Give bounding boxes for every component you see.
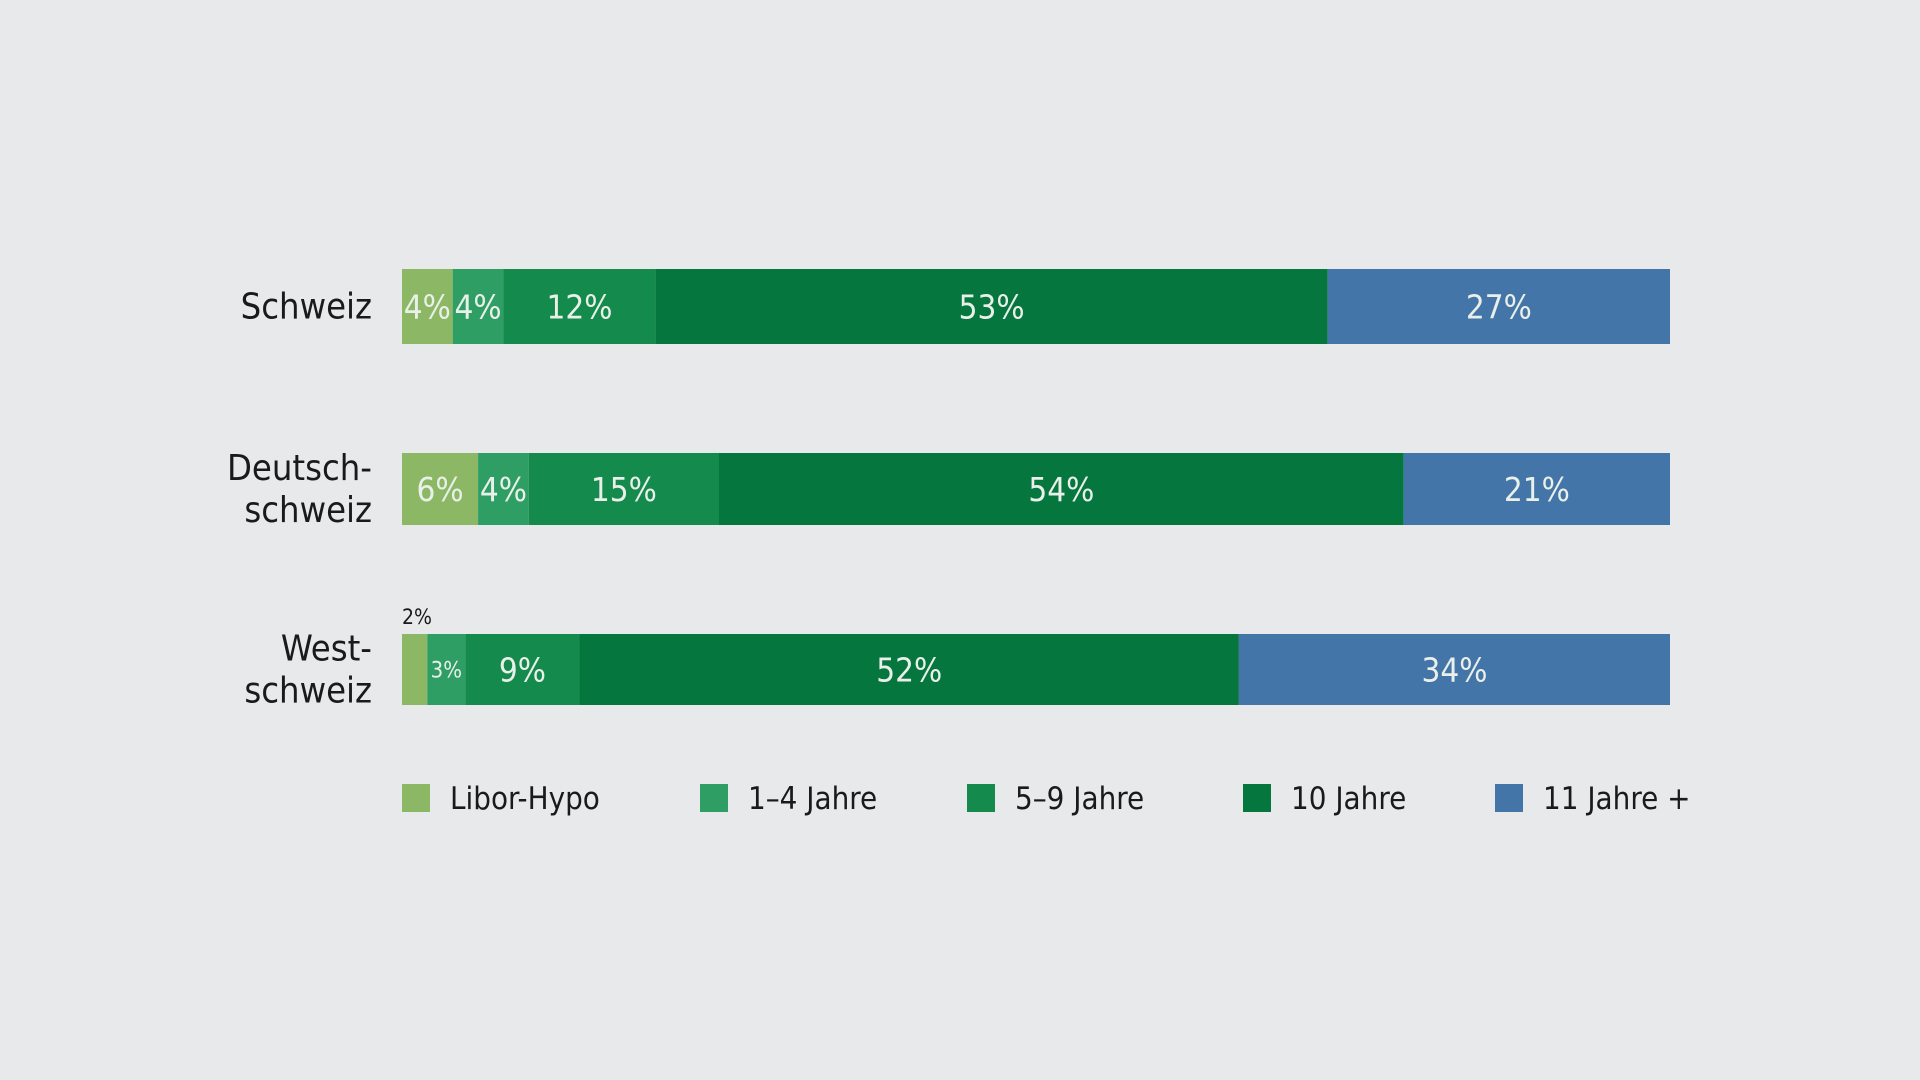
legend-label: 5–9 Jahre bbox=[1015, 781, 1144, 817]
legend-swatch bbox=[967, 784, 995, 812]
bar-segment bbox=[528, 453, 719, 525]
data-label: 27% bbox=[1466, 288, 1532, 327]
category-label: schweiz bbox=[244, 490, 372, 531]
bar-segment bbox=[1238, 634, 1670, 705]
data-label: 52% bbox=[876, 651, 942, 690]
data-label: 3% bbox=[431, 659, 462, 684]
bar-segment bbox=[402, 634, 428, 705]
data-label: 2% bbox=[402, 605, 432, 629]
legend-swatch bbox=[1495, 784, 1523, 812]
data-label: 12% bbox=[547, 288, 613, 327]
bar-segment bbox=[1327, 269, 1670, 344]
data-label: 4% bbox=[480, 470, 527, 509]
category-label: West- bbox=[281, 629, 372, 670]
category-label: schweiz bbox=[244, 671, 372, 712]
bar-segment bbox=[452, 269, 504, 344]
data-label: 4% bbox=[404, 288, 451, 327]
legend-swatch bbox=[1243, 784, 1271, 812]
category-label: Schweiz bbox=[241, 287, 372, 328]
bar-segment bbox=[427, 634, 466, 705]
data-label: 4% bbox=[455, 288, 502, 327]
bar-segment bbox=[719, 453, 1404, 525]
legend-label: 10 Jahre bbox=[1291, 781, 1406, 817]
bar-segment bbox=[655, 269, 1328, 344]
bar-segment bbox=[402, 269, 453, 344]
bar-segment bbox=[465, 634, 580, 705]
data-label: 54% bbox=[1028, 470, 1094, 509]
legend-label: Libor-Hypo bbox=[450, 781, 600, 817]
data-label: 9% bbox=[499, 651, 546, 690]
bar-segment bbox=[478, 453, 529, 525]
data-label: 6% bbox=[416, 470, 463, 509]
category-label: Deutsch- bbox=[227, 448, 372, 489]
bar-segment bbox=[1403, 453, 1670, 525]
legend-label: 11 Jahre + bbox=[1543, 781, 1691, 817]
data-label: 15% bbox=[591, 470, 657, 509]
data-label: 34% bbox=[1421, 651, 1487, 690]
data-label: 53% bbox=[959, 288, 1025, 327]
legend-swatch bbox=[402, 784, 430, 812]
bar-segment bbox=[503, 269, 656, 344]
bar-segment bbox=[579, 634, 1239, 705]
data-label: 21% bbox=[1504, 470, 1570, 509]
bar-segment bbox=[402, 453, 479, 525]
legend-label: 1–4 Jahre bbox=[748, 781, 877, 817]
legend-swatch bbox=[700, 784, 728, 812]
